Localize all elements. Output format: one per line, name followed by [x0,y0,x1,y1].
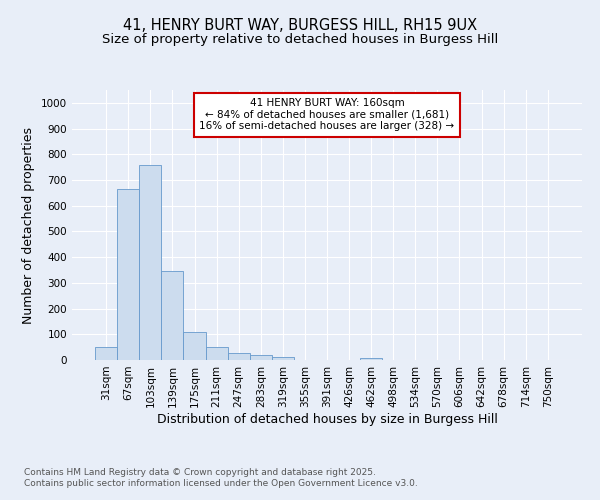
Bar [184,332,206,360]
Bar [206,346,227,360]
Bar [117,189,139,360]
Text: Contains HM Land Registry data © Crown copyright and database right 2025.
Contai: Contains HM Land Registry data © Crown c… [24,468,418,487]
Bar [360,358,382,360]
Bar [95,346,117,360]
X-axis label: Distribution of detached houses by size in Burgess Hill: Distribution of detached houses by size … [157,412,497,426]
Bar [250,356,272,360]
Bar [227,353,250,360]
Y-axis label: Number of detached properties: Number of detached properties [22,126,35,324]
Text: 41 HENRY BURT WAY: 160sqm
← 84% of detached houses are smaller (1,681)
16% of se: 41 HENRY BURT WAY: 160sqm ← 84% of detac… [199,98,455,132]
Bar [161,272,184,360]
Text: 41, HENRY BURT WAY, BURGESS HILL, RH15 9UX: 41, HENRY BURT WAY, BURGESS HILL, RH15 9… [123,18,477,32]
Bar [139,166,161,360]
Text: Size of property relative to detached houses in Burgess Hill: Size of property relative to detached ho… [102,32,498,46]
Bar [272,357,294,360]
